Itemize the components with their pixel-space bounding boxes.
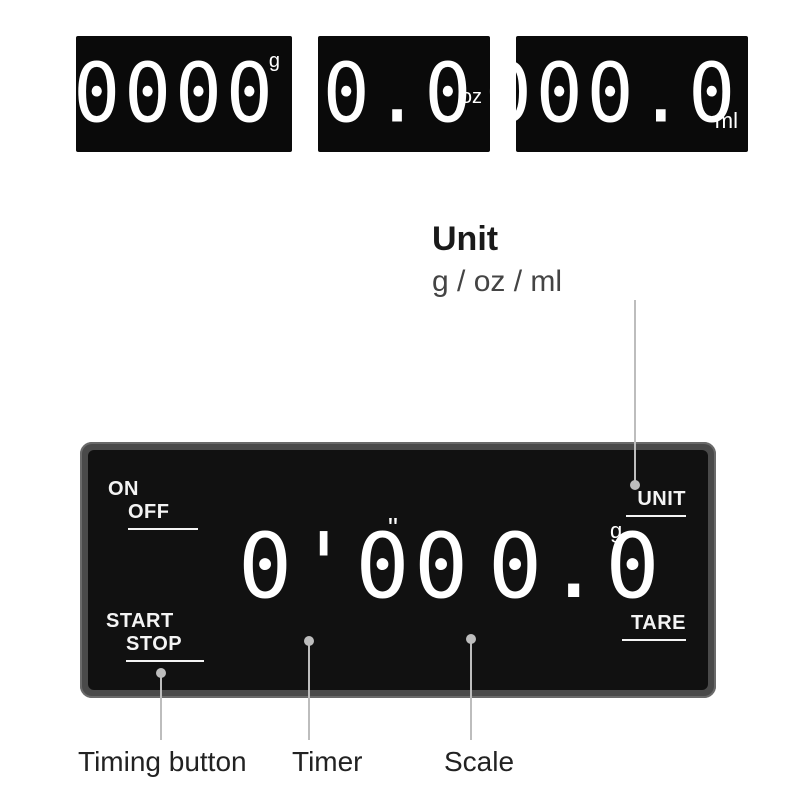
timer-readout: 0'00 bbox=[238, 522, 473, 612]
scale-readout: 0.0 bbox=[488, 522, 664, 612]
startstop-line1: START bbox=[106, 610, 174, 632]
mini-unit-g: g bbox=[269, 50, 280, 73]
callout-dot-timer bbox=[304, 636, 314, 646]
onoff-line2: OFF bbox=[128, 501, 198, 524]
tare-underline bbox=[622, 639, 686, 641]
callout-dot-unit bbox=[630, 480, 640, 490]
unit-callout-title: Unit bbox=[432, 220, 562, 259]
mini-display-row: 0000 g 0.0 oz 000.0 ml bbox=[76, 36, 748, 152]
mini-digits-g: 0000 bbox=[73, 53, 276, 135]
label-timing-button: Timing button bbox=[78, 746, 247, 778]
unit-button-label: UNIT bbox=[637, 488, 686, 510]
onoff-button[interactable]: ON OFF bbox=[108, 478, 198, 530]
mini-digits-ml: 000.0 bbox=[485, 53, 739, 135]
mini-unit-oz: oz bbox=[461, 86, 482, 109]
unit-callout: Unit g / oz / ml bbox=[432, 220, 562, 299]
onoff-line1: ON bbox=[108, 478, 139, 500]
startstop-line2: STOP bbox=[126, 633, 204, 656]
onoff-underline bbox=[128, 528, 198, 530]
unit-button[interactable]: UNIT bbox=[626, 488, 686, 517]
scale-readout-unit: g bbox=[610, 518, 622, 544]
timer-seconds-tick: " bbox=[388, 512, 398, 544]
unit-callout-sub: g / oz / ml bbox=[432, 265, 562, 299]
mini-unit-ml: ml bbox=[715, 108, 738, 134]
scale-device: ON OFF START STOP UNIT TARE 0'00 " 0.0 g bbox=[80, 442, 716, 698]
callout-dot-scale bbox=[466, 634, 476, 644]
startstop-underline bbox=[126, 660, 204, 662]
mini-digits-oz: 0.0 bbox=[323, 53, 476, 135]
mini-display-ml: 000.0 ml bbox=[516, 36, 748, 152]
label-timer: Timer bbox=[292, 746, 363, 778]
startstop-button[interactable]: START STOP bbox=[106, 610, 204, 662]
mini-display-g: 0000 g bbox=[76, 36, 292, 152]
mini-display-oz: 0.0 oz bbox=[318, 36, 490, 152]
callout-dot-startstop bbox=[156, 668, 166, 678]
label-scale: Scale bbox=[444, 746, 514, 778]
scale-device-face: ON OFF START STOP UNIT TARE 0'00 " 0.0 g bbox=[88, 450, 708, 690]
